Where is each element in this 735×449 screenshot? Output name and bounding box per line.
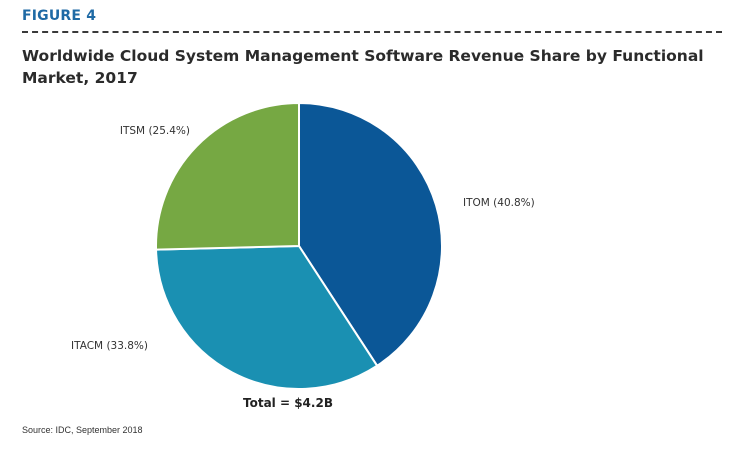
chart-title: Worldwide Cloud System Management Softwa…	[22, 47, 704, 87]
slice-label-itom: ITOM (40.8%)	[463, 197, 535, 209]
figure-number: FIGURE 4	[22, 8, 97, 24]
slice-label-itsm: ITSM (25.4%)	[120, 125, 190, 137]
pie-labels: ITOM (40.8%) ITACM (33.8%) ITSM (25.4%)	[71, 125, 535, 352]
pie-slices	[155, 101, 443, 390]
total-label: Total = $4.2B	[243, 396, 333, 410]
pie-slice-itsm	[155, 101, 300, 251]
pie-slice-itacm	[155, 244, 379, 390]
dashed-divider	[22, 31, 722, 33]
source-note: Source: IDC, September 2018	[22, 425, 143, 435]
slice-label-itacm: ITACM (33.8%)	[71, 340, 148, 352]
